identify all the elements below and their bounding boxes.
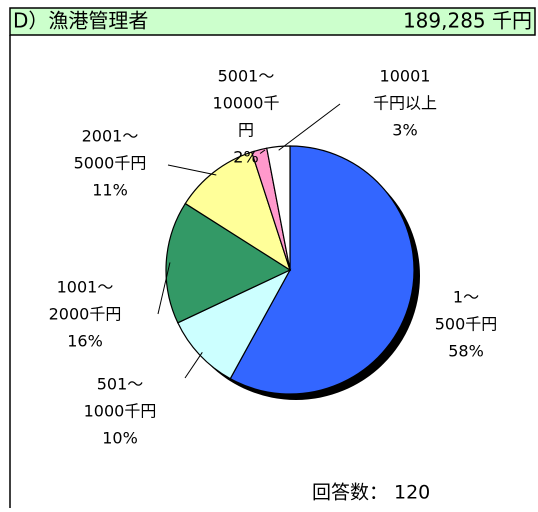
slice-label: 2000千円: [49, 305, 122, 324]
pie-slice: [177, 268, 292, 380]
count-label: 回答数：: [312, 482, 388, 504]
slice-label: 1001～: [57, 278, 114, 297]
slice-value-label: 11%: [92, 181, 128, 200]
pie-slice: [184, 151, 292, 272]
header-title: D）漁港管理者: [13, 9, 148, 33]
slice-value-label: 3%: [392, 121, 417, 140]
pie-slice: [165, 202, 292, 324]
slice-value-label: 2%: [233, 148, 258, 167]
slice-label: 10000千: [213, 94, 280, 113]
slice-label: 1000千円: [84, 402, 157, 421]
slice-label: 5000千円: [74, 154, 147, 173]
header-total: 189,285 千円: [403, 9, 532, 33]
pie-slice: [229, 145, 415, 395]
slice-label: 2001～: [82, 127, 139, 146]
slice-label: 10001: [380, 67, 431, 86]
leader-line: [184, 352, 203, 379]
pie-slice: [266, 145, 291, 271]
slice-label: 500千円: [435, 315, 498, 334]
header-bar: [9, 7, 536, 36]
leader-line: [278, 103, 341, 151]
slice-label: 千円以上: [373, 94, 437, 113]
slice-label: 501～: [97, 375, 144, 394]
leader-line: [157, 262, 171, 315]
leader-line: [259, 149, 266, 154]
slice-value-label: 58%: [448, 342, 484, 361]
slice-label: 5001～: [218, 67, 275, 86]
slice-label: 円: [238, 121, 254, 140]
leader-line: [167, 164, 217, 176]
slice-value-label: 10%: [102, 429, 138, 448]
slice-value-label: 16%: [67, 332, 103, 351]
count-value: 120: [394, 482, 430, 504]
slice-label: 1～: [453, 288, 479, 307]
